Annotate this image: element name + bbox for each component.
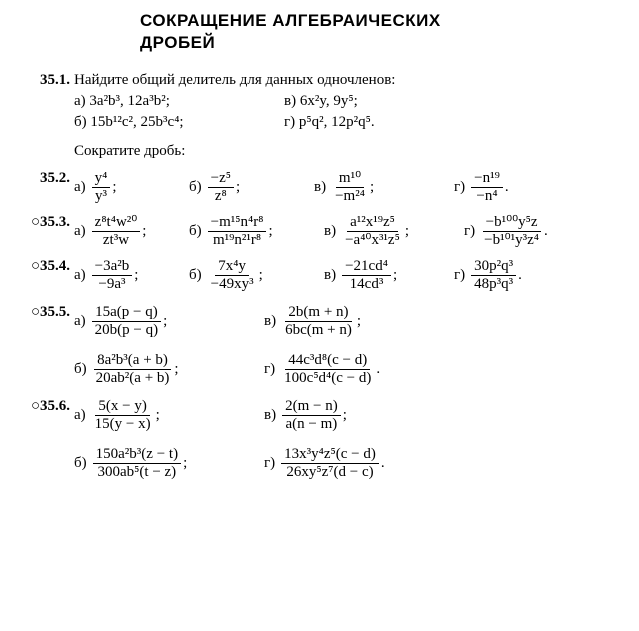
part-a: а)−3a²b−9a³; bbox=[74, 258, 189, 292]
part-g: г)30p²q³48p³q³. bbox=[454, 258, 522, 292]
part-v: в)a¹²x¹⁹z⁵−a⁴⁰x³¹z⁵; bbox=[324, 214, 464, 248]
problem-number: 35.1. bbox=[20, 72, 74, 89]
part-b: б)−z⁵z⁸; bbox=[189, 170, 314, 204]
part-a: а)z⁸t⁴w²⁰zt³w; bbox=[74, 214, 189, 248]
part-v: в) 6x²y, 9y⁵; bbox=[284, 93, 358, 110]
part-b: б)−m¹⁵n⁴r⁸m¹⁹n²¹r⁸; bbox=[189, 214, 324, 248]
problem-35-3: ○35.3. а)z⁸t⁴w²⁰zt³w; б)−m¹⁵n⁴r⁸m¹⁹n²¹r⁸… bbox=[20, 214, 619, 248]
part-a: а)15a(p − q)20b(p − q); bbox=[74, 304, 264, 338]
title-line2: ДРОБЕЙ bbox=[140, 33, 215, 52]
instruction: Сократите дробь: bbox=[74, 143, 619, 160]
problem-text: Найдите общий делитель для данных одночл… bbox=[74, 72, 619, 89]
problem-number: ○35.5. bbox=[20, 304, 74, 321]
part-a: а)5(x − y)15(y − x); bbox=[74, 398, 264, 432]
problem-35-5: ○35.5. а)15a(p − q)20b(p − q); в)2b(m + … bbox=[20, 304, 619, 386]
part-g: г)13x³y⁴z⁵(c − d)26xy⁵z⁷(d − c). bbox=[264, 446, 385, 480]
part-g: г)44c³d⁸(c − d)100c⁵d⁴(c − d). bbox=[264, 352, 380, 386]
part-b: б)8a²b³(a + b)20ab²(a + b); bbox=[74, 352, 264, 386]
part-v: в)−21cd⁴14cd³; bbox=[324, 258, 454, 292]
problem-35-2: 35.2. а)y⁴y³; б)−z⁵z⁸; в)m¹⁰−m²⁴; г)−n¹⁹… bbox=[20, 170, 619, 204]
part-b: б)7x⁴y−49xy³; bbox=[189, 258, 324, 292]
problem-number: ○35.6. bbox=[20, 398, 74, 415]
problem-number: 35.2. bbox=[20, 170, 74, 187]
part-g: г)−b¹⁰⁰y⁵z−b¹⁰¹y³z⁴. bbox=[464, 214, 548, 248]
part-g: г)−n¹⁹−n⁴. bbox=[454, 170, 509, 204]
title-line1: СОКРАЩЕНИЕ АЛГЕБРАИЧЕСКИХ bbox=[140, 11, 441, 30]
problem-35-1: 35.1. Найдите общий делитель для данных … bbox=[20, 72, 619, 131]
part-g: г) p⁵q², 12p²q⁵. bbox=[284, 114, 375, 131]
problem-number: ○35.4. bbox=[20, 258, 74, 275]
part-a: а) 3a²b³, 12a³b²; bbox=[74, 93, 284, 110]
part-v: в)m¹⁰−m²⁴; bbox=[314, 170, 454, 204]
problem-35-4: ○35.4. а)−3a²b−9a³; б)7x⁴y−49xy³; в)−21c… bbox=[20, 258, 619, 292]
part-v: в)2b(m + n)6bc(m + n); bbox=[264, 304, 361, 338]
part-b: б) 15b¹²c², 25b³c⁴; bbox=[74, 114, 284, 131]
problem-35-6: ○35.6. а)5(x − y)15(y − x); в)2(m − n)a(… bbox=[20, 398, 619, 480]
part-b: б)150a²b³(z − t)300ab⁵(t − z); bbox=[74, 446, 264, 480]
part-v: в)2(m − n)a(n − m); bbox=[264, 398, 347, 432]
part-a: а)y⁴y³; bbox=[74, 170, 189, 204]
section-title: СОКРАЩЕНИЕ АЛГЕБРАИЧЕСКИХ ДРОБЕЙ bbox=[140, 10, 619, 54]
problem-number: ○35.3. bbox=[20, 214, 74, 231]
